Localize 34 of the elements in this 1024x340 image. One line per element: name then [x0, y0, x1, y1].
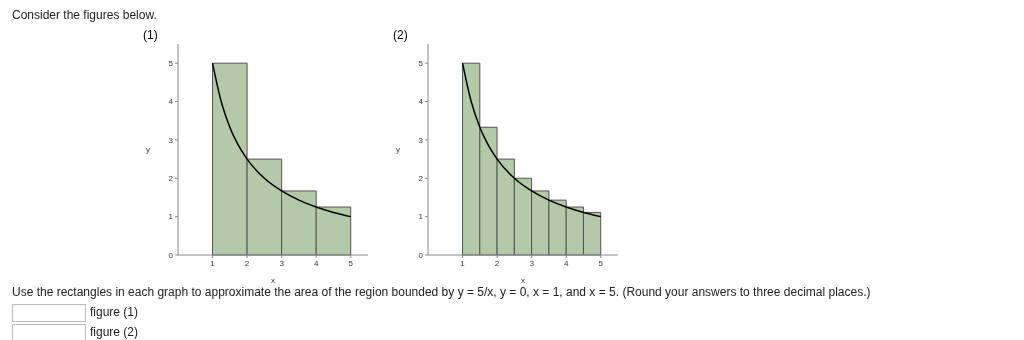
y-tick-label: 4 — [168, 97, 174, 107]
x-tick-label: 1 — [210, 258, 216, 268]
x-tick-label: 4 — [563, 258, 569, 268]
y-tick-label: 5 — [418, 59, 424, 69]
x-tick-label: 3 — [529, 258, 535, 268]
chart-title: (2) — [393, 28, 408, 42]
x-tick-label: 5 — [598, 258, 604, 268]
line-series — [461, 62, 602, 218]
x-tick-label: 5 — [348, 258, 354, 268]
y-tick-label: 0 — [168, 250, 174, 260]
y-tick-label: 1 — [168, 212, 174, 222]
text: figure (1) — [90, 305, 139, 319]
y-tick-label: 0 — [418, 250, 424, 260]
text: figure (2) — [90, 325, 139, 339]
y-tick-label: 5 — [168, 59, 174, 69]
x-tick-label: 3 — [279, 258, 285, 268]
y-tick-label: 4 — [418, 97, 424, 107]
y-tick-label: 3 — [418, 135, 424, 145]
x-tick-label: 4 — [313, 258, 319, 268]
y-tick-label: 2 — [168, 174, 174, 184]
chart-title: (1) — [143, 28, 158, 42]
y-axis-title: y — [146, 145, 150, 155]
y-tick-label: 3 — [168, 135, 174, 145]
x-axis-title: x — [271, 276, 275, 285]
x-axis-title: x — [521, 276, 525, 285]
x-tick-label: 1 — [460, 258, 466, 268]
text: Use the rectangles in each graph to approximate the area of the region bounded by y = 5/x, y = 0, x = 1, and x = 5. (Round your answers to three decimal places.) — [12, 285, 871, 299]
y-tick-label: 1 — [418, 212, 424, 222]
x-tick-label: 2 — [244, 258, 250, 268]
y-tick-label: 2 — [418, 174, 424, 184]
line-series — [211, 62, 352, 218]
y-axis-title: y — [396, 145, 400, 155]
x-tick-label: 2 — [494, 258, 500, 268]
text: Consider the figures below. — [12, 8, 157, 22]
